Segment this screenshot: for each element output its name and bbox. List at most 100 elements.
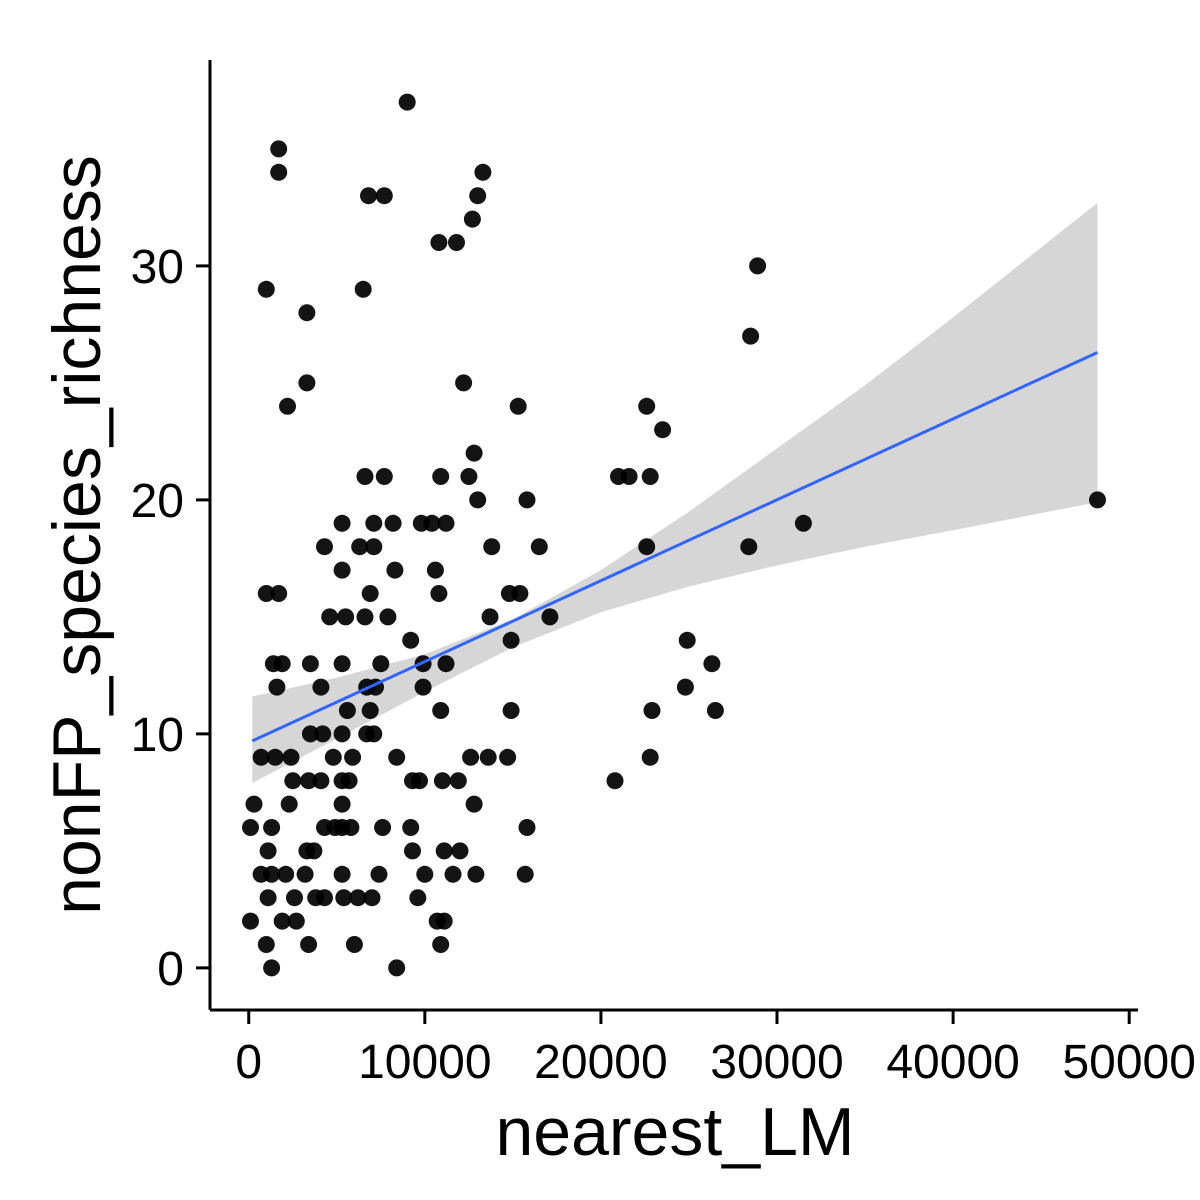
- data-point: [361, 585, 379, 602]
- data-point: [279, 397, 296, 415]
- data-point: [409, 889, 427, 907]
- y-axis-title: nonFP_species_richness: [39, 155, 115, 915]
- data-point: [270, 140, 288, 158]
- data-point: [469, 187, 487, 205]
- y-tick-label: 10: [131, 709, 184, 762]
- data-point: [437, 655, 455, 673]
- data-point: [449, 772, 467, 790]
- data-point: [270, 585, 288, 602]
- data-point: [314, 725, 332, 743]
- data-point: [749, 257, 767, 275]
- data-point: [502, 631, 520, 649]
- data-point: [298, 304, 316, 322]
- x-tick-label: 40000: [886, 1036, 1019, 1089]
- data-point: [794, 514, 812, 532]
- data-point: [321, 608, 339, 626]
- data-point: [305, 842, 323, 860]
- data-point: [266, 748, 284, 766]
- data-point: [344, 748, 362, 766]
- data-point: [474, 163, 492, 181]
- data-point: [245, 795, 263, 813]
- data-point: [375, 468, 393, 485]
- data-point: [270, 163, 288, 181]
- data-point: [703, 655, 721, 673]
- data-point: [242, 819, 259, 836]
- data-point: [349, 889, 367, 907]
- data-point: [268, 678, 286, 696]
- data-point: [433, 772, 451, 790]
- data-point: [333, 795, 351, 813]
- data-point: [509, 397, 527, 415]
- data-point: [333, 655, 351, 673]
- data-point: [342, 819, 360, 836]
- data-point: [479, 748, 497, 766]
- data-point: [340, 772, 358, 790]
- data-point: [273, 912, 291, 930]
- data-point: [287, 912, 305, 930]
- data-point: [638, 397, 656, 415]
- data-point: [518, 819, 536, 836]
- data-point: [360, 187, 377, 205]
- data-point: [469, 491, 487, 509]
- data-point: [273, 655, 291, 673]
- data-point: [706, 702, 724, 719]
- data-point: [465, 795, 483, 813]
- data-point: [351, 538, 369, 556]
- data-point: [676, 678, 694, 696]
- data-point: [312, 772, 330, 790]
- data-point: [638, 538, 656, 556]
- data-point: [742, 327, 760, 345]
- data-point: [365, 725, 383, 743]
- data-point: [301, 725, 319, 743]
- data-point: [530, 538, 548, 556]
- data-point: [312, 678, 330, 696]
- data-point: [432, 468, 450, 485]
- data-point: [282, 748, 300, 766]
- data-point: [678, 631, 696, 649]
- data-point: [398, 93, 416, 111]
- data-point: [363, 889, 381, 907]
- axes-layer: [208, 60, 1138, 1012]
- data-point: [324, 748, 342, 766]
- data-point: [384, 514, 402, 532]
- data-point: [411, 772, 428, 790]
- data-point: [263, 865, 281, 883]
- data-point: [361, 702, 379, 719]
- y-tick-label: 30: [131, 241, 184, 294]
- data-point: [432, 702, 450, 719]
- data-point: [300, 936, 318, 953]
- data-point: [404, 842, 421, 860]
- trend-line-layer: [251, 351, 1099, 743]
- data-point: [252, 748, 270, 766]
- confidence-band-layer: [252, 202, 1098, 783]
- data-point: [257, 936, 275, 953]
- data-point: [259, 889, 277, 907]
- data-point: [643, 702, 661, 719]
- data-point: [263, 959, 281, 977]
- data-point: [316, 538, 333, 556]
- confidence-band: [252, 202, 1098, 783]
- data-point: [620, 468, 638, 485]
- data-point: [296, 865, 314, 883]
- x-axis-title: nearest_LM: [495, 1094, 854, 1170]
- y-tick-label: 0: [157, 943, 184, 996]
- data-point: [465, 444, 483, 462]
- data-point: [277, 865, 295, 883]
- data-point: [502, 702, 520, 719]
- data-point: [448, 234, 465, 251]
- data-point: [337, 608, 355, 626]
- data-point: [481, 608, 499, 626]
- data-point: [541, 608, 559, 626]
- data-point: [257, 585, 275, 602]
- data-point: [365, 538, 383, 556]
- x-tick-label: 30000: [710, 1036, 843, 1089]
- data-point: [423, 514, 441, 532]
- data-point: [374, 819, 392, 836]
- data-point: [740, 538, 758, 556]
- data-point: [301, 655, 319, 673]
- x-tick-label: 50000: [1062, 1036, 1195, 1089]
- data-point: [333, 865, 351, 883]
- data-point: [333, 725, 351, 743]
- x-tick-label: 0: [235, 1036, 262, 1089]
